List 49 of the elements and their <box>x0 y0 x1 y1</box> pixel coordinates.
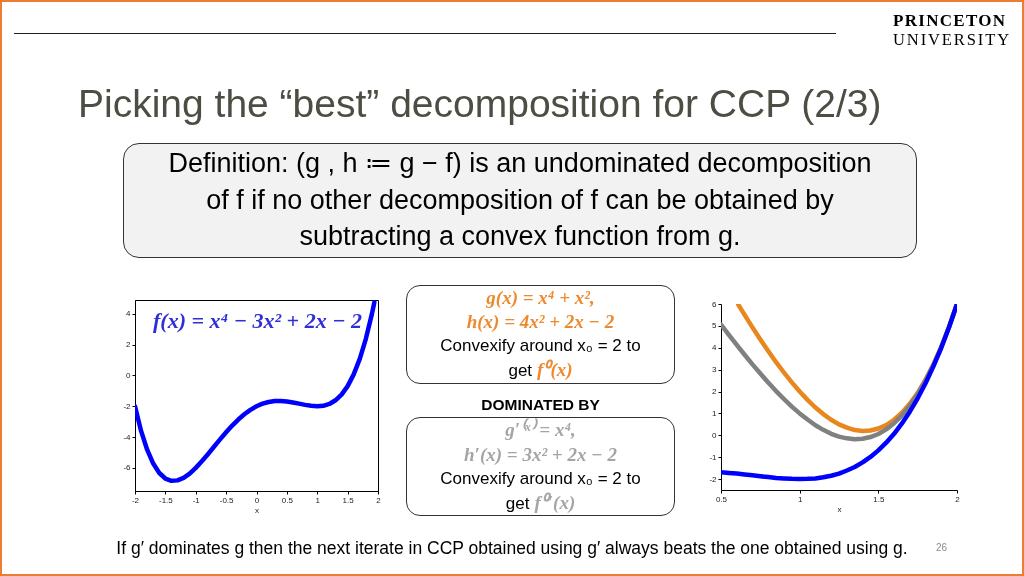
text: g′⁽ˣ⁾ = x⁴, <box>505 419 576 440</box>
y-tick-label: 2 <box>126 340 132 350</box>
text: UNIVERSITY <box>893 30 1011 50</box>
y-tick-label: -6 <box>123 463 132 473</box>
x-tick-label: -1 <box>192 495 201 505</box>
text: 26 <box>936 542 948 553</box>
text: f⁰(x) <box>537 359 573 380</box>
x-tick-label: 1.5 <box>873 494 885 504</box>
x-tick-label: 1 <box>797 494 803 504</box>
x-tick-label: 1 <box>315 495 321 505</box>
y-tick-label: -4 <box>123 432 132 442</box>
y-tick-label: -2 <box>709 474 718 484</box>
x-tick-label: 0 <box>254 495 260 505</box>
y-tick-label: 4 <box>712 343 718 353</box>
y-tick-label: 5 <box>712 321 718 331</box>
x-tick-label: 2 <box>376 495 382 505</box>
text: g(x) = x⁴ + x², <box>486 287 595 308</box>
text: PRINCETON <box>893 11 1007 31</box>
text: Picking the “best” decomposition for CCP (2/3) <box>78 82 882 126</box>
x-tick-label: -0.5 <box>219 495 235 505</box>
x-axis-title: x <box>255 505 259 515</box>
x-tick-label: 0.5 <box>715 494 728 504</box>
text: h(x) = 4x² + 2x − 2 <box>466 311 615 332</box>
text: h′(x) = 3x² + 2x − 2 <box>464 444 617 465</box>
annotation: f(x) = x⁴ − 3x² + 2x − 2 <box>153 308 362 333</box>
text: Convexify around x₀ = 2 to <box>440 336 641 355</box>
x-tick-label: 2 <box>955 494 961 504</box>
text: Convexify around x₀ = 2 to <box>440 469 641 488</box>
x-axis-title: x <box>837 504 842 514</box>
text: get <box>508 361 533 380</box>
y-tick-label: 3 <box>712 365 718 375</box>
y-tick-label: 2 <box>712 387 718 397</box>
y-tick-label: 6 <box>712 299 718 309</box>
x-tick-label: 0.5 <box>281 495 294 505</box>
line-series <box>721 304 957 482</box>
x-tick-label: -1.5 <box>158 495 174 505</box>
text: get <box>505 494 530 513</box>
y-tick-label: 4 <box>126 309 132 319</box>
text: DOMINATED BY <box>481 396 600 413</box>
text: f⁰′(x) <box>534 492 576 513</box>
y-tick-label: 0 <box>126 370 132 380</box>
text: If g′ dominates g then the next iterate in CCP obtained using g′ always beats the one obtained using g. <box>116 538 908 558</box>
text: Definition: (g , h ≔ g − f) is an undominated decomposition of f if no other decomposition of f can be obtained by subtracting a convex function from g. <box>167 147 873 253</box>
line-series <box>135 300 377 484</box>
y-tick-label: -2 <box>123 401 132 411</box>
y-tick-label: -1 <box>709 452 718 462</box>
x-tick-label: 1.5 <box>342 495 355 505</box>
y-tick-label: 0 <box>712 430 718 440</box>
y-tick-label: 1 <box>712 408 718 418</box>
